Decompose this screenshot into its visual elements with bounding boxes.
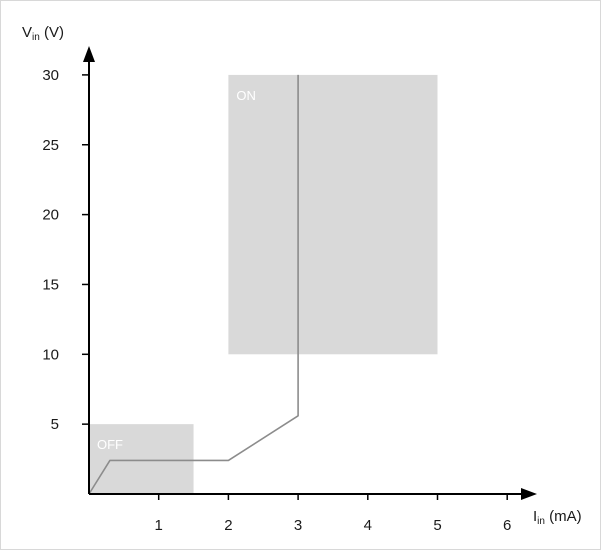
regions-layer: OFF ON <box>89 74 438 494</box>
y-axis-title-unit: (V) <box>40 24 64 41</box>
y-axis-title-main: V <box>22 24 32 41</box>
x-tick-label-3: 3 <box>294 517 302 534</box>
x-tick-label-5: 5 <box>433 517 441 534</box>
x-axis-title-main: I <box>533 508 537 525</box>
y-tick-label-20: 20 <box>42 207 59 224</box>
region-off <box>89 424 194 494</box>
x-axis-title-unit: (mA) <box>545 508 582 525</box>
curves-layer <box>88 74 299 495</box>
axes-layer <box>83 46 537 500</box>
region-label-on: ON <box>236 88 256 103</box>
region-label-off: OFF <box>97 437 123 452</box>
x-tick-label-6: 6 <box>503 517 511 534</box>
y-axis-title: Vin (V) <box>22 24 64 43</box>
y-tick-label-15: 15 <box>42 276 59 293</box>
x-tick-label-2: 2 <box>224 517 232 534</box>
y-axis-title-sub: in <box>32 32 40 43</box>
x-axis-title-sub: in <box>537 516 545 527</box>
x-tick-label-1: 1 <box>155 517 163 534</box>
y-tick-label-30: 30 <box>42 67 59 84</box>
y-tick-label-5: 5 <box>51 416 59 433</box>
series-line-0 <box>88 74 299 495</box>
region-on <box>228 74 438 355</box>
y-axis-arrow <box>83 46 95 62</box>
ticks-layer: 1 2 3 4 5 6 5 10 15 20 25 30 <box>42 67 511 534</box>
x-tick-label-4: 4 <box>364 517 372 534</box>
y-tick-label-25: 25 <box>42 137 59 154</box>
x-axis-title: Iin (mA) <box>533 508 582 527</box>
x-axis-arrow <box>521 488 537 500</box>
y-tick-label-10: 10 <box>42 346 59 363</box>
